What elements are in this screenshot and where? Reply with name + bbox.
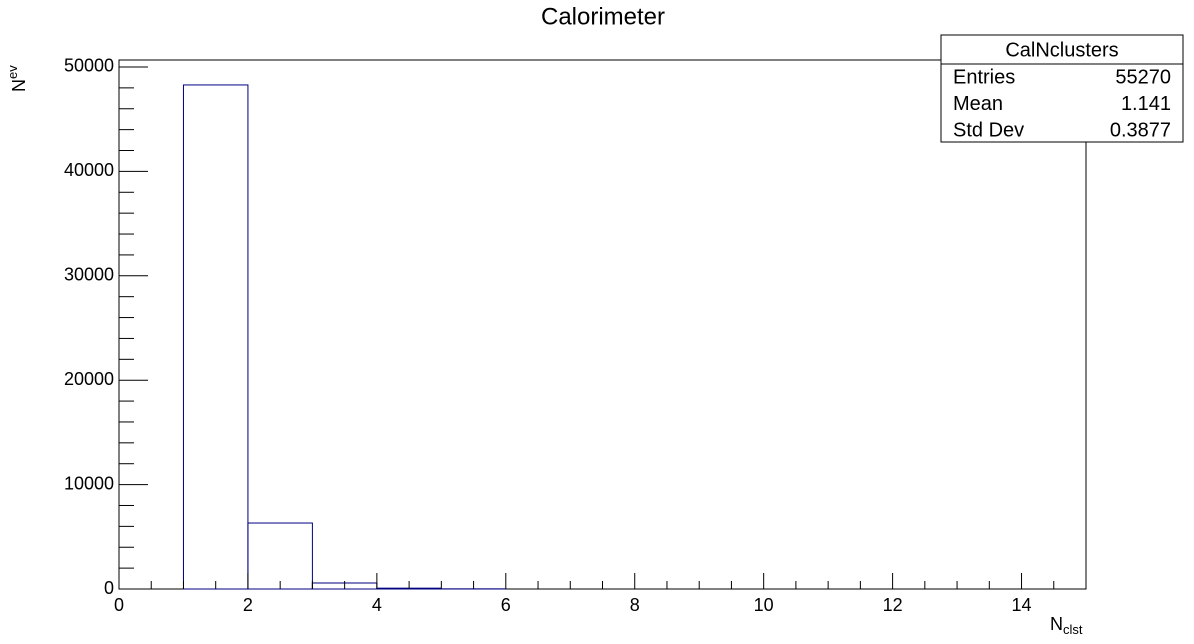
x-tick-label: 12 [883,595,903,615]
y-tick-label: 0 [104,578,114,598]
histogram-bar [247,522,313,590]
x-tick-label: 6 [501,595,511,615]
stats-label: Mean [953,93,1003,115]
x-label-main: N [1050,614,1063,634]
y-label-sub: ev [5,65,20,79]
stats-value: 1.141 [1121,93,1171,115]
x-tick-label: 2 [243,595,253,615]
x-tick-label: 4 [372,595,382,615]
histogram-bar [182,84,249,590]
stats-title: CalNclusters [1005,39,1118,61]
x-tick-label: 10 [754,595,774,615]
stats-label: Std Dev [953,119,1024,141]
y-tick-label: 10000 [64,473,114,493]
stats-value: 55270 [1115,66,1171,88]
y-tick-label: 40000 [64,160,114,180]
x-label-sub: clst [1063,622,1083,637]
stats-box [940,34,1184,143]
y-tick-label: 50000 [64,56,114,76]
y-label-main: N [9,79,29,92]
x-tick-label: 0 [114,595,124,615]
y-axis-label: Nev [5,65,28,92]
stats-label: Entries [953,66,1015,88]
chart-title: Calorimeter [541,3,665,30]
x-axis-label: Nclst [1050,614,1083,638]
x-tick-label: 14 [1012,595,1032,615]
stats-value: 0.3877 [1110,119,1171,141]
x-tick-label: 8 [630,595,640,615]
y-tick-label: 30000 [64,265,114,285]
y-tick-label: 20000 [64,369,114,389]
